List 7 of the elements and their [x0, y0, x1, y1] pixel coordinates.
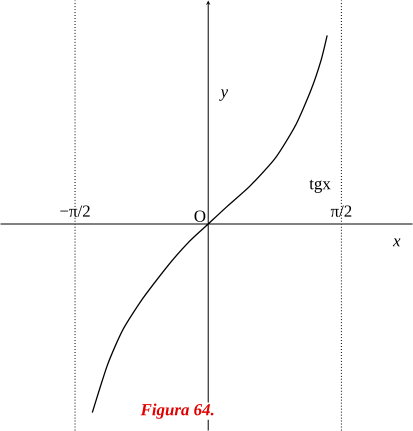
y-axis-title: y [219, 89, 228, 101]
annotation: Figura 64. [140, 403, 214, 419]
text: tgx [309, 180, 331, 193]
x-tick-label: π/2 [330, 205, 352, 217]
annotation: O [194, 210, 206, 222]
x-axis-title: x [392, 238, 400, 246]
x-tick-label: −π/2 [60, 205, 90, 217]
